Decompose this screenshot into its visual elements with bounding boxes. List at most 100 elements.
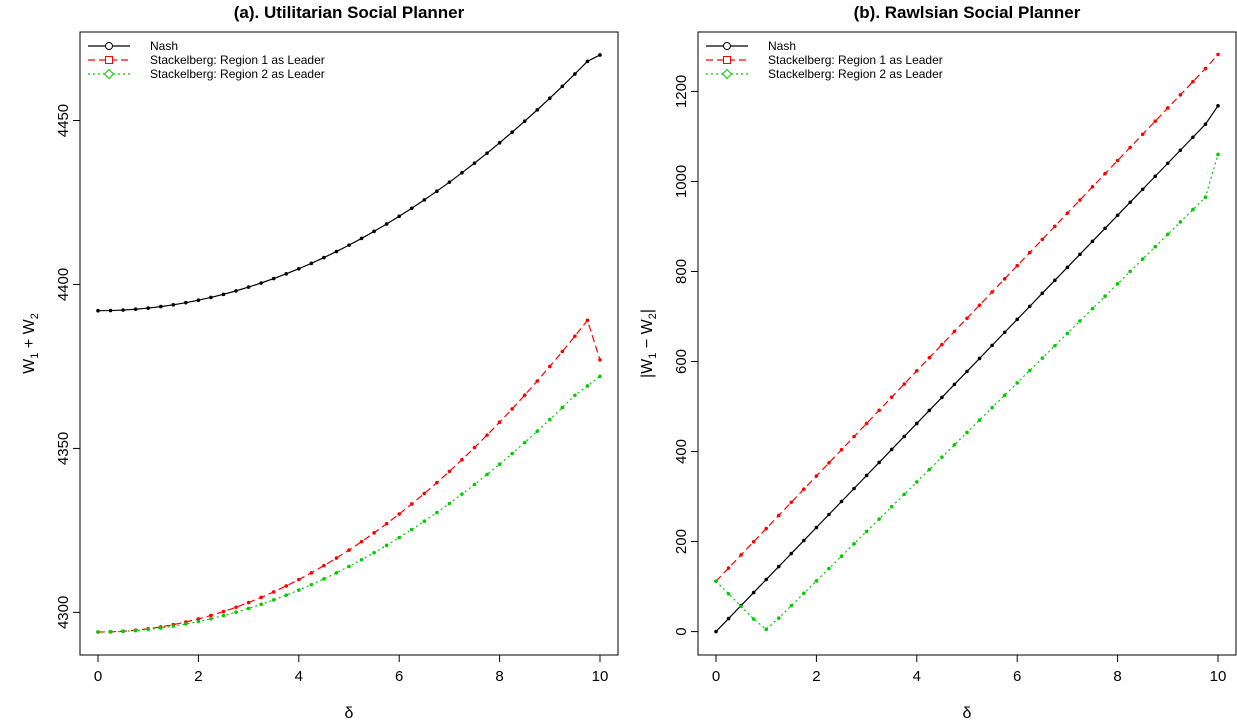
y-label-subscript: 2 bbox=[29, 313, 41, 319]
data-point bbox=[447, 501, 452, 506]
data-point bbox=[965, 369, 969, 374]
data-point bbox=[409, 527, 414, 532]
data-point bbox=[927, 408, 932, 413]
data-point bbox=[764, 526, 768, 531]
x-tick-label: 8 bbox=[1113, 668, 1121, 685]
y-tick-label: 4350 bbox=[55, 432, 72, 465]
data-point bbox=[297, 577, 301, 582]
data-point bbox=[1065, 265, 1070, 270]
data-point bbox=[209, 613, 213, 618]
y-tick-label: 800 bbox=[673, 259, 690, 284]
data-point bbox=[234, 610, 238, 615]
data-point bbox=[889, 504, 894, 509]
plot-frame bbox=[697, 31, 1237, 656]
data-point bbox=[460, 492, 464, 496]
data-point bbox=[359, 557, 364, 562]
data-point bbox=[284, 593, 289, 597]
data-point bbox=[1128, 200, 1132, 205]
data-point bbox=[990, 290, 994, 294]
data-point bbox=[1078, 252, 1082, 257]
data-point bbox=[864, 473, 869, 478]
data-point bbox=[397, 512, 402, 516]
data-point bbox=[915, 421, 919, 426]
legend-label: Nash bbox=[768, 39, 796, 53]
data-point bbox=[246, 285, 251, 289]
data-point bbox=[548, 364, 552, 369]
data-point bbox=[359, 539, 364, 544]
x-tick-label: 0 bbox=[94, 668, 102, 685]
data-point bbox=[359, 236, 364, 241]
data-point bbox=[1090, 306, 1095, 311]
data-point bbox=[171, 624, 176, 628]
data-point bbox=[271, 598, 276, 602]
data-point bbox=[96, 630, 100, 634]
data-point bbox=[877, 460, 881, 465]
data-point bbox=[751, 590, 756, 595]
data-point bbox=[1015, 317, 1019, 322]
x-tick-label: 4 bbox=[295, 668, 303, 685]
y-label-subscript: 2 bbox=[647, 313, 659, 319]
data-point bbox=[560, 84, 565, 89]
data-point bbox=[751, 539, 756, 544]
data-point bbox=[1027, 304, 1032, 309]
data-point bbox=[435, 510, 439, 515]
series-1 bbox=[714, 52, 1220, 583]
data-point bbox=[776, 616, 781, 620]
data-point bbox=[739, 553, 743, 557]
data-point bbox=[108, 308, 113, 313]
data-point bbox=[158, 626, 163, 630]
data-point bbox=[814, 474, 819, 478]
data-point bbox=[726, 566, 731, 570]
data-point bbox=[1166, 232, 1170, 237]
data-point bbox=[1140, 187, 1145, 192]
legend-marker-diamond bbox=[721, 68, 733, 80]
data-point bbox=[472, 445, 477, 450]
data-point bbox=[789, 551, 794, 556]
data-point bbox=[548, 417, 552, 422]
data-point bbox=[940, 342, 944, 347]
data-point bbox=[1053, 343, 1057, 348]
data-point bbox=[347, 564, 351, 569]
data-point bbox=[1216, 104, 1220, 108]
data-point bbox=[1027, 368, 1032, 373]
data-point bbox=[1115, 158, 1120, 163]
data-point bbox=[585, 318, 590, 323]
data-point bbox=[1203, 195, 1208, 200]
data-point bbox=[1216, 152, 1220, 157]
legend-label: Stackelberg: Region 1 as Leader bbox=[768, 53, 943, 67]
legend-marker-diamond bbox=[103, 68, 115, 80]
data-point bbox=[158, 304, 163, 309]
data-point bbox=[171, 303, 176, 307]
data-point bbox=[184, 622, 188, 626]
data-point bbox=[510, 451, 514, 456]
data-point bbox=[121, 308, 125, 312]
series-1 bbox=[96, 318, 602, 634]
data-point bbox=[839, 447, 844, 452]
data-point bbox=[990, 343, 994, 348]
panel-title: (a). Utilitarian Social Planner bbox=[234, 3, 465, 22]
data-point bbox=[1166, 106, 1170, 110]
data-point bbox=[1191, 79, 1195, 84]
data-point bbox=[1128, 269, 1132, 274]
data-point bbox=[1178, 220, 1183, 224]
data-point bbox=[435, 480, 439, 485]
data-point bbox=[814, 525, 819, 530]
data-point bbox=[271, 590, 276, 594]
y-axis-label: |W1 − W2| bbox=[639, 309, 659, 378]
data-point bbox=[915, 369, 919, 373]
y-label-part: | bbox=[639, 309, 656, 313]
data-point bbox=[422, 198, 427, 202]
data-point bbox=[334, 249, 339, 254]
data-point bbox=[133, 307, 138, 312]
legend-label: Stackelberg: Region 2 as Leader bbox=[150, 67, 325, 81]
data-point bbox=[372, 531, 376, 535]
x-axis-label: δ bbox=[963, 705, 972, 722]
y-label-subscript: 1 bbox=[647, 353, 659, 359]
data-point bbox=[915, 480, 919, 484]
data-point bbox=[510, 130, 514, 134]
data-point bbox=[485, 433, 489, 437]
data-point bbox=[927, 355, 932, 360]
data-point bbox=[952, 442, 957, 447]
panel-b: (b). Rawlsian Social Planner 0 2 4 6 8 10 0 200 4… bbox=[639, 3, 1237, 722]
